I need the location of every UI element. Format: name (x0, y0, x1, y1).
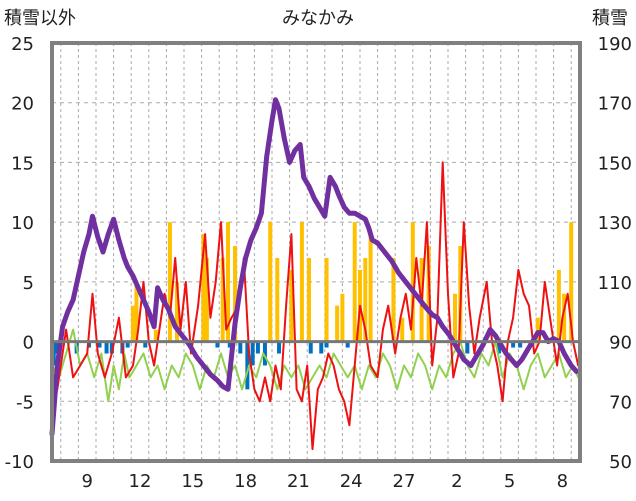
x-tick-label: 8 (557, 471, 568, 492)
x-tick-label: 15 (181, 471, 204, 492)
x-tick-label: 12 (129, 471, 152, 492)
chart-title: みなかみ (282, 8, 354, 29)
right-tick-label: 110 (598, 273, 632, 294)
snowfall_bar-bar (453, 293, 458, 342)
precip_bar-bar (238, 341, 243, 354)
x-tick-label: 9 (81, 471, 92, 492)
snowfall_bar-bar (289, 269, 294, 342)
min_temp_green-line (51, 328, 580, 403)
snowfall_bar-bar (268, 222, 273, 342)
precip_bar-bar (345, 341, 350, 348)
left-tick-label: -10 (5, 452, 34, 473)
right-tick-label: 70 (609, 392, 632, 413)
snowfall_bar-bar (569, 222, 574, 342)
snowfall_bar-bar (233, 246, 238, 342)
precip_bar-bar (125, 341, 130, 348)
snowfall_bar-bar (352, 222, 357, 342)
x-tick-label: 24 (340, 471, 363, 492)
x-tick-label: 2 (451, 471, 462, 492)
precip_bar-bar (109, 341, 114, 354)
precip_bar-bar (104, 341, 109, 354)
left-axis-label: 積雪以外 (4, 8, 76, 29)
temperature-line (51, 161, 580, 451)
precip_bar-bar (319, 341, 324, 354)
left-tick-label: 5 (23, 273, 34, 294)
precip_bar-bar (255, 341, 260, 354)
snowfall_bar-bar (153, 329, 158, 342)
snowfall_bar-bar (368, 234, 373, 342)
left-tick-label: 15 (11, 153, 34, 174)
precip_bar-bar (227, 341, 232, 348)
precip_bar-bar (511, 341, 516, 348)
bar-series (51, 222, 574, 390)
precip_bar-bar (277, 341, 282, 354)
precip_bar-bar (215, 341, 220, 348)
precip_bar-bar (143, 341, 148, 348)
precip_bar-bar (465, 341, 470, 354)
precip_bar-bar (245, 341, 250, 390)
left-tick-label: 25 (11, 34, 34, 55)
snowfall_bar-bar (306, 257, 311, 342)
snowfall_bar-bar (335, 305, 340, 342)
right-tick-label: 190 (598, 34, 632, 55)
snowfall_bar-bar (324, 257, 329, 342)
snowfall_bar-bar (204, 257, 209, 342)
x-tick-label: 18 (234, 471, 257, 492)
snowfall_bar-bar (275, 257, 280, 342)
precip_bar-bar (250, 341, 255, 366)
snowfall_bar-bar (363, 257, 368, 342)
left-tick-label: 0 (23, 333, 34, 354)
snowfall_bar-bar (340, 293, 345, 342)
x-tick-label: 5 (504, 471, 515, 492)
left-tick-label: 10 (11, 213, 34, 234)
snowfall_bar-bar (391, 257, 396, 342)
plot-frame (50, 41, 582, 463)
snowfall_bar-bar (220, 257, 225, 342)
snowfall_bar-bar (167, 222, 172, 342)
precip_bar-bar (324, 341, 329, 348)
precip_bar-bar (308, 341, 313, 354)
precip_bar-bar (262, 341, 267, 366)
right-tick-label: 170 (598, 94, 632, 115)
left-tick-label: -5 (16, 392, 34, 413)
snowfall_bar-bar (400, 317, 405, 342)
snowfall_bar-bar (299, 222, 304, 342)
x-tick-label: 21 (287, 471, 310, 492)
left-tick-label: 20 (11, 94, 34, 115)
snowfall_bar-bar (134, 281, 139, 342)
snowfall_bar-bar (556, 269, 561, 342)
grid (52, 43, 580, 461)
precip_bar-bar (518, 341, 523, 348)
snowfall_bar-bar (130, 305, 135, 342)
line-series (49, 97, 580, 451)
snowfall_bar-bar (410, 222, 415, 342)
right-axis-label: 積雪 (592, 8, 628, 29)
precip_bar-bar (97, 341, 102, 348)
snowfall_bar-bar (174, 281, 179, 342)
right-tick-label: 150 (598, 153, 632, 174)
right-tick-label: 50 (609, 452, 632, 473)
snowfall_bar-bar (562, 293, 567, 342)
snowfall_bar-bar (535, 317, 540, 342)
x-tick-label: 27 (393, 471, 416, 492)
right-tick-label: 130 (598, 213, 632, 234)
snow_depth-line (49, 97, 579, 437)
precip_bar-bar (497, 341, 502, 354)
snowfall_bar-bar (201, 234, 206, 342)
right-tick-label: 90 (609, 333, 632, 354)
snowfall_bar-bar (226, 222, 230, 342)
